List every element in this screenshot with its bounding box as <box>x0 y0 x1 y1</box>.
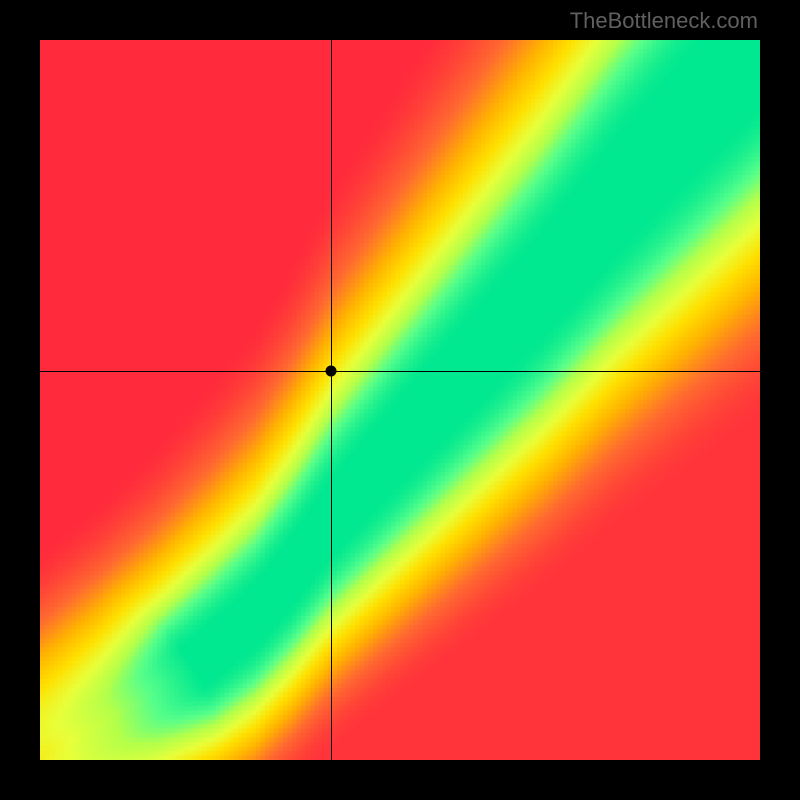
plot-area <box>40 40 760 760</box>
crosshair-horizontal <box>40 371 760 372</box>
crosshair-marker <box>325 366 336 377</box>
attribution-text: TheBottleneck.com <box>570 8 758 34</box>
crosshair-vertical <box>331 40 332 760</box>
chart-container: TheBottleneck.com <box>0 0 800 800</box>
heatmap-canvas <box>40 40 760 760</box>
